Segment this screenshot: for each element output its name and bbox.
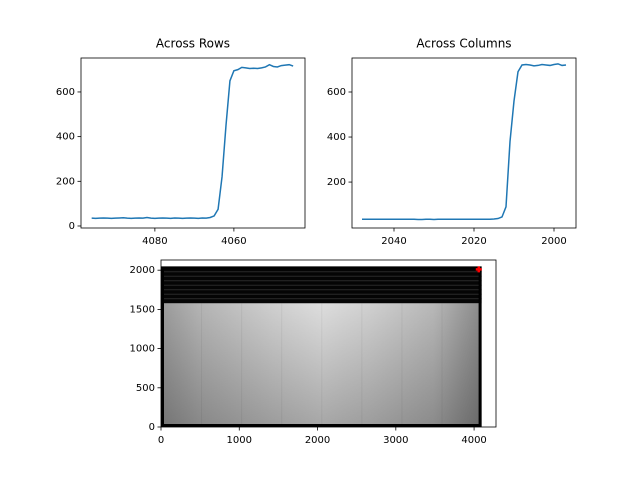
x-tick-label: 1000 <box>227 435 252 446</box>
x-tick-label: 4000 <box>461 435 486 446</box>
x-tick-label: 2020 <box>461 236 486 247</box>
axes-frame <box>351 57 577 229</box>
data-line <box>91 63 294 220</box>
marker <box>475 266 482 273</box>
image-band <box>401 303 403 427</box>
data-line <box>362 63 567 221</box>
image-stripe <box>161 271 482 273</box>
axes-frame <box>80 57 306 229</box>
y-tick-label: 1500 <box>130 304 155 315</box>
x-tick-label: 4060 <box>221 236 246 247</box>
y-tick-label: 0 <box>149 422 155 433</box>
image-stripe <box>161 275 482 277</box>
image-band <box>361 303 363 427</box>
x-tick-label: 0 <box>158 435 164 446</box>
y-tick-label: 0 <box>69 221 75 232</box>
image-band <box>441 303 443 427</box>
image-stripe <box>161 289 482 291</box>
image-band <box>321 303 323 427</box>
y-tick-label: 500 <box>136 383 155 394</box>
y-tick-label: 600 <box>56 87 75 98</box>
y-tick-label: 400 <box>327 132 346 143</box>
image-stripe <box>161 284 482 286</box>
y-tick-label: 2000 <box>130 265 155 276</box>
image-stripe <box>161 298 482 300</box>
x-tick-label: 4080 <box>142 236 167 247</box>
y-tick-label: 400 <box>56 132 75 143</box>
image-stripe <box>161 280 482 282</box>
x-tick-label: 2000 <box>305 435 330 446</box>
y-tick-label: 200 <box>327 177 346 188</box>
x-tick-label: 3000 <box>383 435 408 446</box>
y-tick-label: 200 <box>56 176 75 187</box>
image-frame <box>161 266 482 427</box>
image-band <box>201 303 203 427</box>
image-band <box>281 303 283 427</box>
x-tick-label: 2040 <box>381 236 406 247</box>
axes-frame <box>160 259 497 428</box>
chart-title: Across Columns <box>416 37 511 51</box>
image-stripe <box>161 293 482 295</box>
x-tick-label: 2000 <box>541 236 566 247</box>
image-band <box>241 303 243 427</box>
image-shade <box>161 303 482 427</box>
chart-title: Across Rows <box>156 37 230 51</box>
y-tick-label: 600 <box>327 87 346 98</box>
y-tick-label: 1000 <box>130 344 155 355</box>
